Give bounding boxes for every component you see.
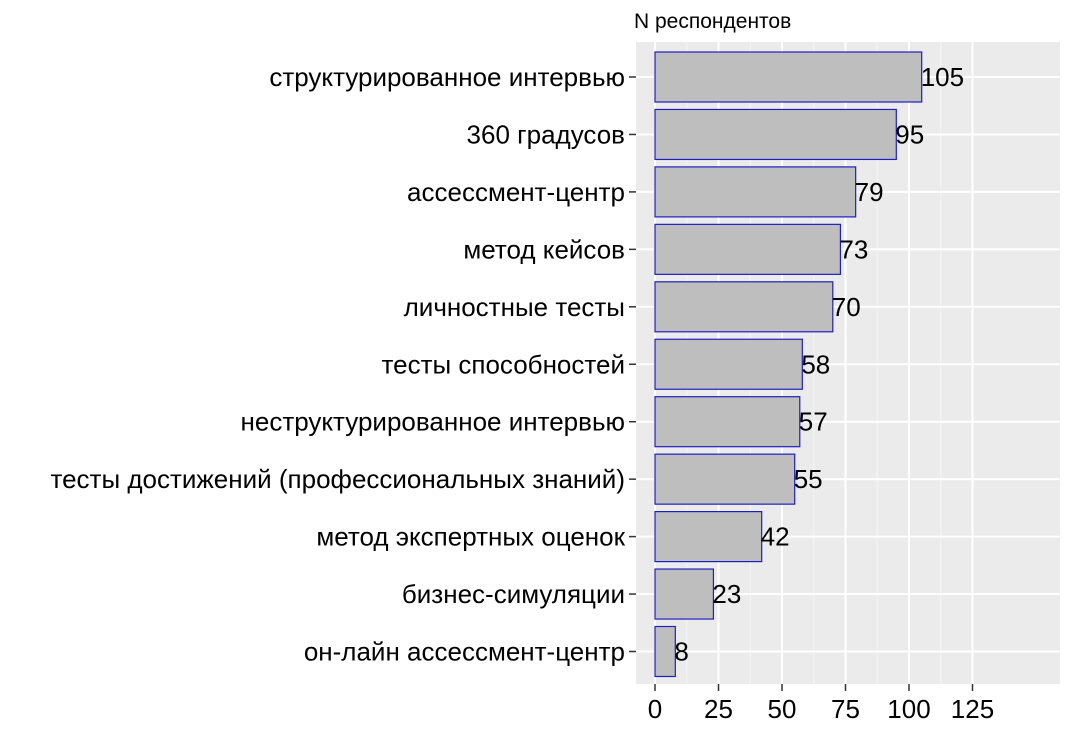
value-label: 79 — [855, 177, 884, 207]
bar — [654, 166, 857, 218]
x-tick-label: 125 — [951, 694, 994, 724]
x-tick-label: 25 — [704, 694, 733, 724]
value-label: 58 — [801, 349, 830, 379]
bar — [654, 281, 834, 333]
category-label: метод кейсов — [463, 234, 625, 264]
x-tick-label: 100 — [887, 694, 930, 724]
category-label: тесты способностей — [382, 349, 626, 379]
x-axis: 0 25 50 75 100 125 — [648, 684, 994, 724]
value-label: 42 — [761, 522, 790, 552]
bar — [654, 625, 676, 678]
bar — [654, 453, 796, 505]
value-label: 73 — [839, 234, 868, 264]
category-label: структурированное интервью — [269, 62, 625, 92]
bar — [654, 108, 897, 161]
bar — [654, 568, 715, 620]
value-label: 105 — [921, 62, 964, 92]
category-label: личностные тесты — [404, 292, 625, 322]
bar — [654, 223, 842, 275]
category-label: метод экспертных оценок — [316, 522, 625, 552]
value-label: 57 — [799, 407, 828, 437]
value-label: 55 — [794, 464, 823, 494]
x-tick-label: 0 — [648, 694, 662, 724]
category-label: неструктурированное интервью — [241, 407, 626, 437]
x-tick-label: 50 — [768, 694, 797, 724]
bars — [654, 51, 923, 678]
bar — [654, 511, 763, 563]
category-labels: структурированное интервью 360 градусов ас… — [50, 62, 636, 667]
bar — [654, 338, 803, 390]
value-label: 70 — [832, 292, 861, 322]
category-label: бизнес-симуляции — [402, 579, 625, 609]
category-label: тесты достижений (профессиональных знани… — [50, 464, 625, 494]
x-tick-label: 75 — [831, 694, 860, 724]
value-label: 95 — [895, 119, 924, 149]
value-label: 23 — [712, 579, 741, 609]
chart-subtitle: N респондентов — [634, 10, 791, 33]
category-label: 360 градусов — [467, 119, 625, 149]
category-label: он-лайн ассессмент-центр — [304, 637, 625, 667]
bar — [654, 51, 923, 103]
bar — [654, 396, 801, 448]
category-label: ассессмент-центр — [407, 177, 625, 207]
value-label: 8 — [674, 637, 688, 667]
